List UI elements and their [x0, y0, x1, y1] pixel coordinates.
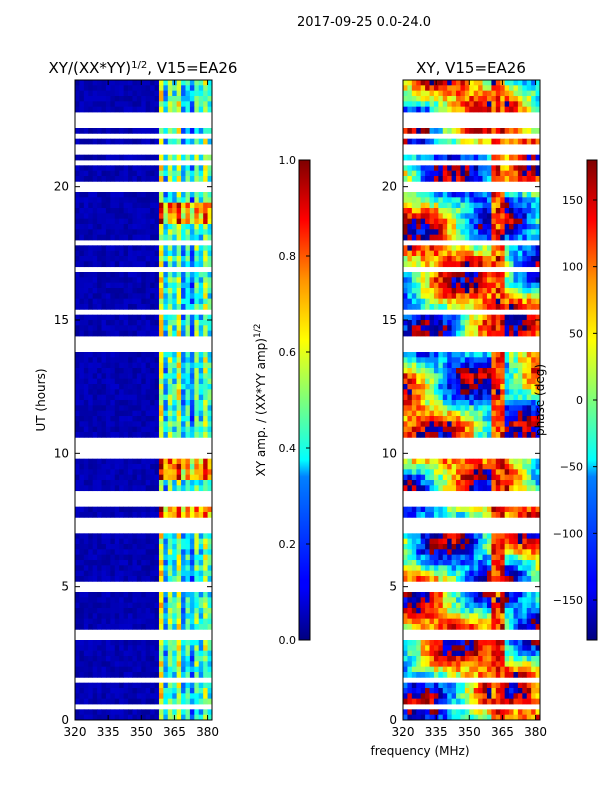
- amplitude-xtick-label: 365: [163, 725, 186, 739]
- amplitude-ytick-label: 20: [54, 180, 69, 194]
- amplitude-ytick-label: 5: [61, 580, 69, 594]
- phase-colorbar: −150 −100 −50 0 50 100 150 phase (deg): [533, 159, 598, 641]
- amplitude-ytick-label: 0: [61, 713, 69, 727]
- phase-ytick-label: 0: [389, 713, 397, 727]
- phase-colorbar-tick: 0: [576, 394, 583, 407]
- phase-heatmap: [403, 80, 541, 721]
- phase-colorbar-label: phase (deg): [533, 364, 547, 436]
- amplitude-xtick-label: 335: [97, 725, 120, 739]
- amplitude-colorbar-tick: 0.0: [279, 634, 297, 647]
- amplitude-heatmap: [75, 80, 213, 721]
- amplitude-colorbar-label: XY amp. / (XX*YY amp)1/2: [253, 324, 268, 477]
- phase-panel: XY, V15=EA26 320 335 350 365 380 0 5 10 15 20 fre…: [370, 59, 547, 758]
- phase-colorbar-tick: 50: [569, 327, 583, 340]
- phase-xtick-label: 365: [491, 725, 514, 739]
- amplitude-xtick-label: 380: [196, 725, 219, 739]
- amplitude-xtick-label: 320: [64, 725, 87, 739]
- figure-suptitle: 2017-09-25 0.0-24.0: [297, 15, 431, 30]
- phase-xtick-label: 350: [458, 725, 481, 739]
- y-axis-label: UT (hours): [34, 368, 48, 431]
- phase-xtick-label: 320: [392, 725, 415, 739]
- amplitude-colorbar: 0.0 0.2 0.4 0.6 0.8 1.0 XY amp. / (XX*YY amp)…: [253, 154, 311, 647]
- amplitude-colorbar-tick: 0.8: [279, 250, 297, 263]
- amplitude-colorbar-tick: 0.2: [279, 538, 297, 551]
- phase-ytick-label: 10: [382, 446, 397, 460]
- phase-panel-frame: [402, 79, 541, 721]
- amplitude-panel: XY/(XX*YY)1/2, V15=EA26 320 335 350 365 380 0…: [34, 59, 237, 739]
- amplitude-ytick-label: 15: [54, 313, 69, 327]
- phase-ytick-label: 20: [382, 180, 397, 194]
- phase-colorbar-tick: −50: [560, 461, 583, 474]
- amplitude-panel-title: XY/(XX*YY)1/2, V15=EA26: [49, 59, 238, 77]
- phase-colorbar-tick: 150: [562, 194, 583, 207]
- phase-colorbar-tick: −150: [553, 594, 583, 607]
- phase-xtick-label: 380: [524, 725, 547, 739]
- amplitude-colorbar-gradient: [298, 159, 311, 641]
- x-axis-label: frequency (MHz): [370, 744, 469, 758]
- amplitude-colorbar-tick: 0.6: [279, 346, 297, 359]
- amplitude-xtick-label: 350: [130, 725, 153, 739]
- phase-colorbar-tick: 100: [562, 261, 583, 274]
- amplitude-panel-frame: [74, 79, 213, 721]
- phase-ytick-label: 5: [389, 580, 397, 594]
- amplitude-colorbar-tick: 1.0: [279, 154, 297, 167]
- amplitude-colorbar-tick: 0.4: [279, 442, 297, 455]
- phase-ytick-label: 15: [382, 313, 397, 327]
- phase-panel-title: XY, V15=EA26: [416, 59, 526, 77]
- phase-colorbar-tick: −100: [553, 527, 583, 540]
- phase-xtick-label: 335: [425, 725, 448, 739]
- amplitude-ytick-label: 10: [54, 446, 69, 460]
